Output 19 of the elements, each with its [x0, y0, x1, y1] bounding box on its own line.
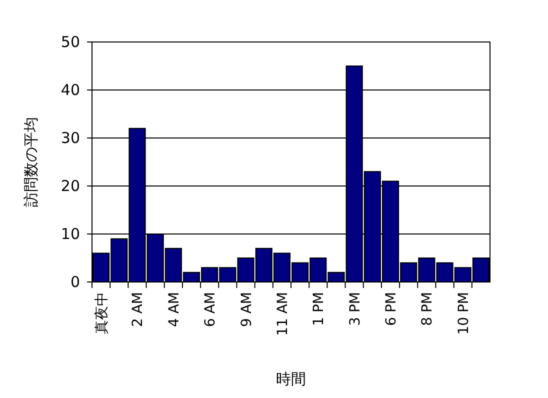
x-axis-title: 時間	[276, 370, 306, 388]
x-tick-label: 2 AM	[130, 292, 146, 328]
x-tick-label: 11 AM	[274, 292, 291, 336]
y-tick-label: 10	[60, 225, 80, 243]
x-tick-label: 3 PM	[347, 292, 364, 326]
x-tick-label: 6 AM	[202, 292, 219, 328]
x-tick-label: 6 PM	[384, 292, 400, 326]
y-tick-label: 0	[70, 273, 80, 291]
x-tick-label: 8 PM	[420, 292, 436, 326]
y-tick-label: 20	[60, 177, 80, 195]
x-tick-label: 真夜中	[94, 292, 110, 334]
x-tick-label: 10 PM	[456, 292, 472, 335]
x-tick-label: 4 AM	[166, 292, 182, 328]
y-tick-label: 50	[60, 33, 80, 51]
y-tick-label: 30	[60, 129, 80, 147]
x-tick-label: 9 AM	[238, 292, 255, 328]
x-tick-label: 1 PM	[311, 292, 328, 326]
y-tick-label: 40	[60, 81, 80, 99]
y-axis-title: 訪問数の平均	[22, 117, 40, 207]
